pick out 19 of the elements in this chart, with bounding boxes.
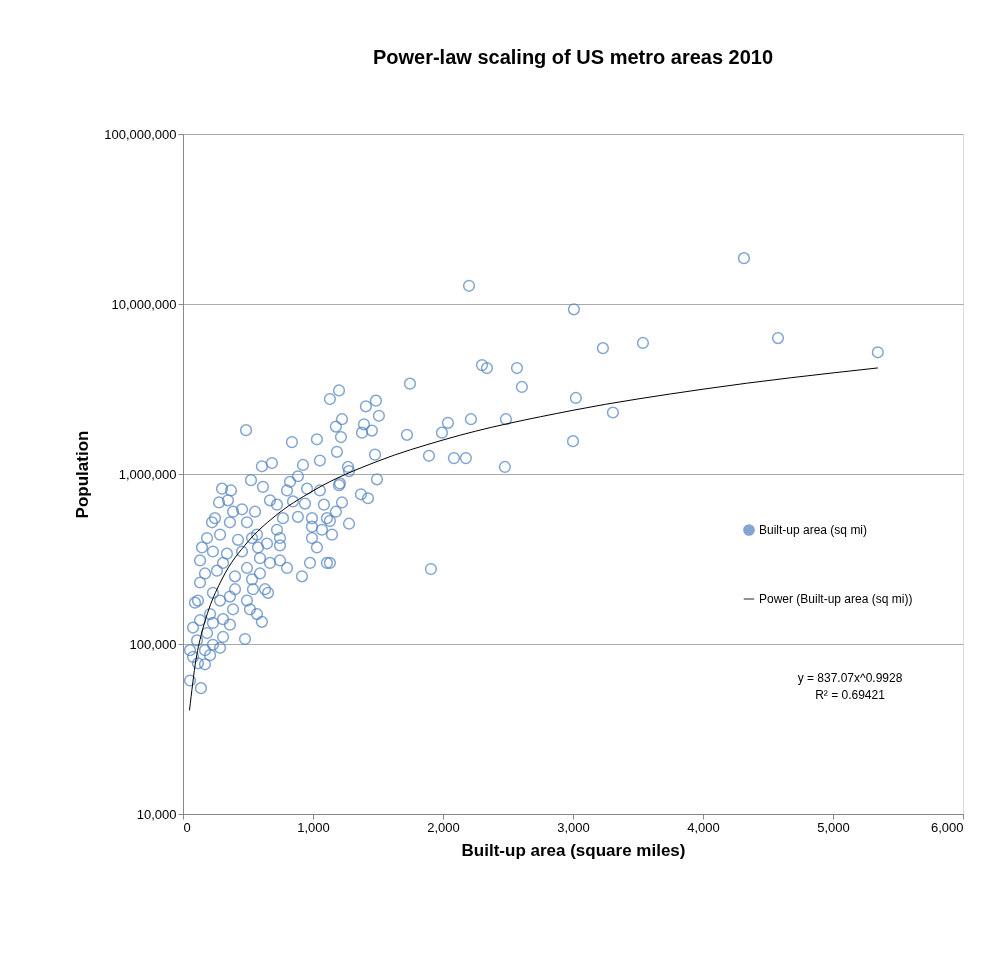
y-tick-label: 1,000,000 xyxy=(118,466,177,482)
y-tick-label: 100,000,000 xyxy=(104,126,177,142)
y-tick-label: 10,000 xyxy=(136,806,177,822)
x-tick-label: 5,000 xyxy=(817,819,850,835)
annotation: R² = 0.69421 xyxy=(815,688,886,702)
x-tick-label: 6,000 xyxy=(930,819,964,835)
y-tick-label: 100,000 xyxy=(129,636,177,652)
x-tick-label: 3,000 xyxy=(557,819,590,835)
x-tick-label: 4,000 xyxy=(687,819,720,835)
x-axis-title: Built-up area (square miles) xyxy=(461,840,686,860)
x-tick-label: 1,000 xyxy=(297,819,330,835)
chart-title: Power-law scaling of US metro areas 2010 xyxy=(372,46,774,68)
y-tick-label: 10,000,000 xyxy=(111,296,177,312)
x-tick-label: 0 xyxy=(183,819,191,835)
legend-label: Power (Built-up area (sq mi)) xyxy=(759,592,913,606)
legend-label: Built-up area (sq mi) xyxy=(759,523,868,537)
annotation: y = 837.07x^0.9928 xyxy=(797,671,903,685)
y-axis-title: Population xyxy=(73,430,93,519)
x-tick-label: 2,000 xyxy=(427,819,460,835)
